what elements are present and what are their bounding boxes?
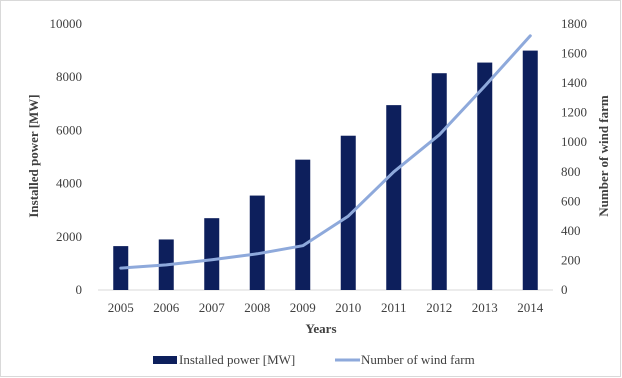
right-axis-ticks: 0 200 400 600 800 1000 1200 1400 1600 1800 <box>561 16 587 297</box>
left-tick-label: 0 <box>76 282 83 297</box>
left-tick-label: 6000 <box>56 122 82 137</box>
wind-farm-line <box>119 34 532 270</box>
left-axis-ticks: 0 2000 4000 6000 8000 10000 <box>50 16 83 297</box>
left-tick-label: 4000 <box>56 176 82 191</box>
bar-2009 <box>295 159 311 290</box>
x-tick-label: 2013 <box>472 300 498 315</box>
x-tick-label: 2010 <box>335 300 361 315</box>
bar-2010 <box>340 135 356 290</box>
x-tick-label: 2007 <box>199 300 226 315</box>
right-tick-label: 800 <box>561 164 581 179</box>
right-tick-label: 1600 <box>561 46 587 61</box>
left-tick-label: 10000 <box>50 16 83 31</box>
bar-2011 <box>386 105 402 290</box>
left-tick-label: 8000 <box>56 69 82 84</box>
legend-label-wind-farm: Number of wind farm <box>361 352 475 367</box>
x-tick-label: 2012 <box>426 300 452 315</box>
bar-2012 <box>431 73 447 291</box>
bar-series-installed-power <box>113 50 538 291</box>
legend: Installed power [MW] Number of wind farm <box>153 352 475 367</box>
x-tick-label: 2014 <box>517 300 544 315</box>
legend-swatch-installed-power <box>153 356 177 364</box>
left-axis-title: Installed power [MW] <box>26 94 41 217</box>
right-tick-label: 0 <box>561 282 568 297</box>
x-tick-label: 2011 <box>381 300 407 315</box>
x-axis-title: Years <box>305 321 336 336</box>
left-tick-label: 2000 <box>56 229 82 244</box>
bar-2007 <box>204 218 220 290</box>
right-tick-label: 1000 <box>561 134 587 149</box>
right-axis-title: Number of wind farm <box>596 95 611 217</box>
x-tick-label: 2006 <box>153 300 180 315</box>
line-series-wind-farm <box>119 34 532 270</box>
bar-2013 <box>477 62 493 290</box>
right-tick-label: 1200 <box>561 105 587 120</box>
x-tick-label: 2005 <box>108 300 134 315</box>
x-axis-ticks: 2005 2006 2007 2008 2009 2010 2011 2012 2013 2014 <box>108 300 544 315</box>
right-tick-label: 1400 <box>561 75 587 90</box>
right-tick-label: 600 <box>561 193 581 208</box>
legend-label-installed-power: Installed power [MW] <box>179 352 295 367</box>
bar-2008 <box>249 195 265 290</box>
right-tick-label: 200 <box>561 252 581 267</box>
bar-2014 <box>522 50 538 290</box>
right-tick-label: 400 <box>561 223 581 238</box>
x-tick-label: 2008 <box>244 300 270 315</box>
right-tick-label: 1800 <box>561 16 587 31</box>
x-tick-label: 2009 <box>290 300 316 315</box>
